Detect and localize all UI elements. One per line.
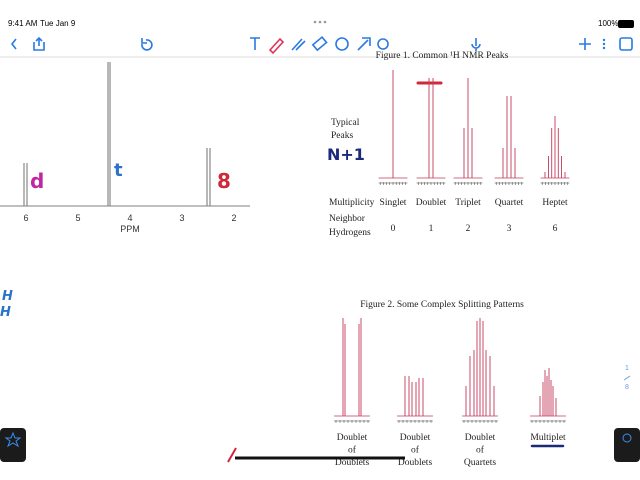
row-label: Peaks xyxy=(331,131,353,141)
status-time: 9:41 AM xyxy=(8,19,38,28)
row-label: Multiplicity xyxy=(329,198,375,208)
zoom-button[interactable] xyxy=(614,428,640,462)
back-button[interactable] xyxy=(10,38,17,50)
favorite-button[interactable] xyxy=(0,428,26,462)
pattern-label: of xyxy=(348,445,357,456)
multiplicity-label: Doublet xyxy=(416,198,447,208)
row-label: Neighbor xyxy=(329,214,366,224)
shape-tool[interactable] xyxy=(357,37,371,51)
axis-tick-label: 4 xyxy=(127,213,132,223)
highlighter-tool[interactable] xyxy=(291,38,306,51)
annotation: d xyxy=(30,169,44,193)
pattern-label: Multiplet xyxy=(530,433,566,443)
axis-label: PPM xyxy=(120,224,140,234)
zoom-icon xyxy=(622,433,632,443)
pattern-label: of xyxy=(411,445,420,456)
toolbar xyxy=(10,35,633,55)
neighbor-count: 1 xyxy=(429,224,434,234)
pattern-label: Doublet xyxy=(465,433,496,443)
spectrum xyxy=(0,62,250,207)
figure-title: Figure 2. Some Complex Splitting Pattern… xyxy=(360,300,524,310)
lasso-tool[interactable] xyxy=(335,37,349,51)
neighbor-count: 0 xyxy=(391,224,396,234)
figure1-peaks: Singlet 0 Doublet 1 Triplet 2 Quartet 3 Heptet 6 xyxy=(378,70,570,234)
row-label: Hydrogens xyxy=(329,228,371,238)
ink-stroke xyxy=(227,447,237,463)
laser-tool[interactable] xyxy=(377,38,389,50)
pattern-label: Quartets xyxy=(464,458,496,468)
share-button[interactable] xyxy=(33,36,45,51)
pattern-label: Doublets xyxy=(398,458,433,468)
axis-tick-label: 3 xyxy=(179,213,184,223)
battery-icon xyxy=(618,20,634,28)
mic-button[interactable] xyxy=(471,38,481,51)
page-slash xyxy=(623,375,631,381)
figure-title: Figure 1. Common ¹H NMR Peaks xyxy=(376,51,509,61)
text-tool[interactable] xyxy=(250,37,260,50)
multitask-dots xyxy=(313,20,327,24)
pattern-label: of xyxy=(476,445,485,456)
axis-tick-label: 5 xyxy=(75,213,80,223)
pattern-label: Doublet xyxy=(337,433,368,443)
neighbor-count: 3 xyxy=(507,224,512,234)
page-total: 8 xyxy=(625,384,629,391)
multiplicity-label: Singlet xyxy=(380,198,407,208)
add-page-button[interactable] xyxy=(579,38,591,50)
multiplicity-label: Heptet xyxy=(542,198,568,208)
annotation: t xyxy=(114,160,123,181)
pattern-label: Doublet xyxy=(400,433,431,443)
pen-tool[interactable] xyxy=(268,37,285,55)
more-button[interactable] xyxy=(602,38,606,50)
axis-tick-label: 6 xyxy=(23,213,28,223)
annotation: H xyxy=(0,305,11,320)
page-current: 1 xyxy=(625,365,629,372)
figure2-peaks: Doublet of Doublets Doublet of Doublets Double… xyxy=(334,318,566,468)
pattern-label: Doublets xyxy=(335,458,370,468)
annotation: H xyxy=(2,289,13,304)
annotation: 8 xyxy=(217,169,231,193)
layout-button[interactable] xyxy=(619,37,633,51)
undo-button[interactable] xyxy=(141,38,153,51)
status-battery: 100% xyxy=(598,19,618,28)
annotation: N+1 xyxy=(327,145,365,164)
multiplicity-label: Triplet xyxy=(455,198,481,208)
status-date: Tue Jan 9 xyxy=(40,19,76,28)
neighbor-count: 6 xyxy=(553,224,558,234)
neighbor-count: 2 xyxy=(466,224,471,234)
eraser-tool[interactable] xyxy=(311,35,328,52)
row-label: Typical xyxy=(331,118,360,128)
multiplicity-label: Quartet xyxy=(495,198,524,208)
star-icon xyxy=(4,431,22,448)
axis-tick-label: 2 xyxy=(231,213,236,223)
